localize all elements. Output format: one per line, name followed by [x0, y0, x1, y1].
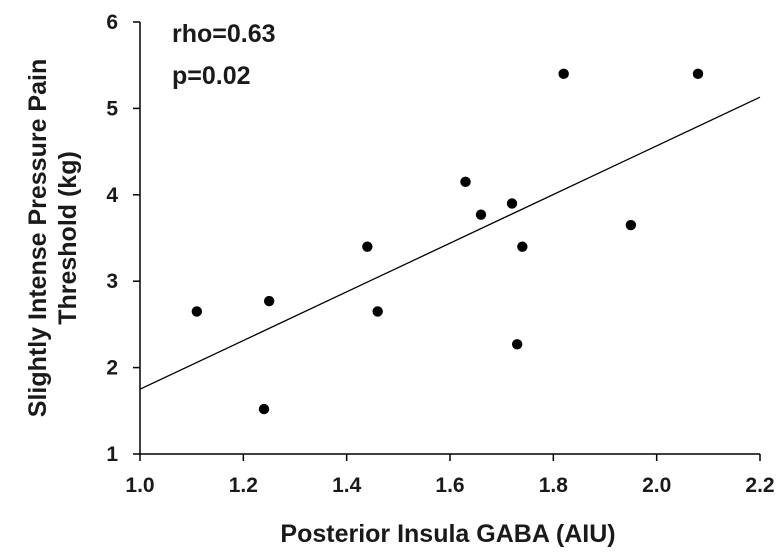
- data-point: [511, 339, 523, 350]
- data-point: [517, 241, 528, 252]
- annotation-p: p=0.02: [172, 62, 251, 90]
- data-point: [191, 306, 203, 317]
- x-axis-label: Posterior Insula GABA (AIU): [280, 520, 615, 548]
- x-tick-label: 2.0: [642, 474, 671, 497]
- annotation-rho: rho=0.63: [172, 20, 276, 48]
- data-point: [558, 68, 569, 80]
- data-point: [506, 198, 518, 209]
- data-point: [460, 176, 471, 188]
- y-tick-label: 5: [106, 97, 118, 120]
- data-points: [191, 68, 704, 415]
- data-point: [362, 241, 373, 252]
- x-tick-label: 1.8: [539, 474, 569, 497]
- x-tick-label: 2.2: [745, 474, 774, 497]
- y-tick-label: 1: [106, 443, 118, 466]
- y-axis-label-line-1: Slightly Intense Pressure Pain: [24, 59, 52, 417]
- y-tick-label: 6: [106, 11, 118, 34]
- x-tick-label: 1.0: [125, 474, 154, 497]
- x-ticks: 1.0 1.2 1.4 1.6 1.8 2.0 2.2: [125, 454, 775, 497]
- data-point: [263, 295, 275, 307]
- x-tick-label: 1.2: [229, 474, 258, 497]
- y-tick-label: 2: [106, 357, 118, 380]
- data-point: [372, 306, 383, 317]
- y-tick-label: 3: [106, 270, 118, 293]
- y-axis-label: Slightly Intense Pressure Pain Threshold…: [24, 59, 82, 417]
- data-point: [625, 219, 637, 231]
- data-point: [258, 403, 270, 415]
- y-ticks: 1 2 3 4 5 6: [106, 11, 140, 466]
- trendline-group: [139, 96, 761, 390]
- y-tick-label: 4: [106, 184, 118, 207]
- y-axis-label-line-2: Threshold (kg): [54, 151, 82, 325]
- x-tick-label: 1.6: [435, 474, 464, 497]
- regression-line: [139, 96, 761, 390]
- x-tick-label: 1.4: [332, 474, 362, 497]
- data-point: [475, 209, 487, 220]
- data-point: [692, 68, 704, 80]
